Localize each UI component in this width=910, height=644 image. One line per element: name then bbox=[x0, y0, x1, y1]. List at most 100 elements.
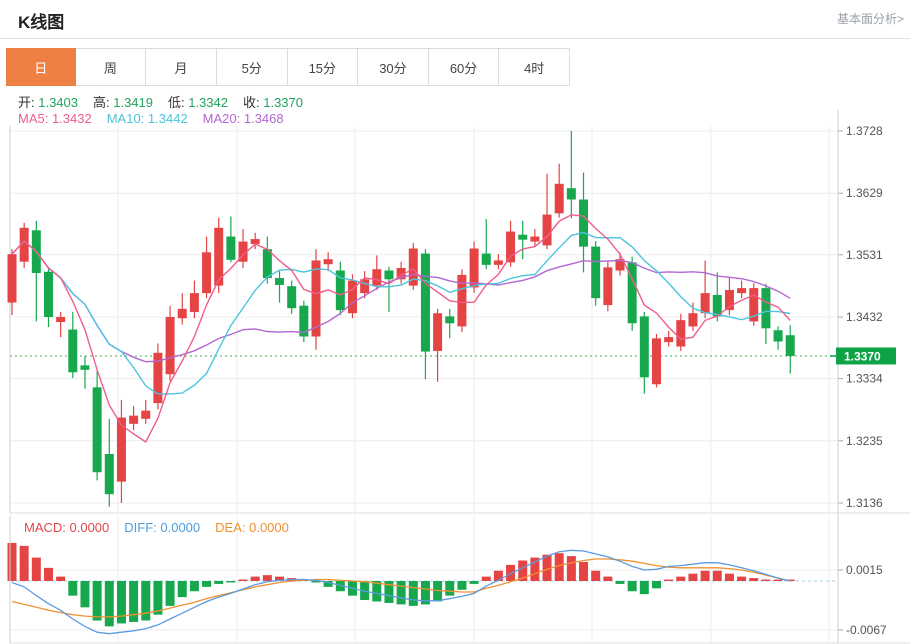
ma10-line bbox=[11, 231, 791, 395]
macd-histogram-bar bbox=[153, 581, 163, 615]
macd-histogram-bar bbox=[31, 557, 41, 581]
macd-chart[interactable]: 0.0015 -0.0067 bbox=[0, 516, 910, 644]
macd-histogram-bar bbox=[92, 581, 102, 621]
kline-chart[interactable]: 1.3728 1.3629 1.3531 1.3432 1.3334 1.3235 1.31… bbox=[0, 0, 910, 516]
tab-月[interactable]: 月 bbox=[146, 49, 217, 85]
macd-histogram-bar bbox=[773, 579, 783, 581]
candle-body bbox=[116, 417, 126, 482]
tab-60分[interactable]: 60分 bbox=[428, 49, 500, 85]
candle-body bbox=[664, 337, 674, 343]
macd-histogram-bar bbox=[238, 579, 248, 581]
macd-histogram-bar bbox=[80, 581, 90, 608]
macd-tick-label: -0.0067 bbox=[846, 623, 887, 637]
tab-5分[interactable]: 5分 bbox=[216, 49, 288, 85]
macd-histogram-bar bbox=[372, 581, 382, 602]
page-title: K线图 bbox=[18, 13, 65, 32]
price-tick-label: 1.3136 bbox=[846, 496, 883, 510]
macd-histogram-bar bbox=[43, 567, 53, 581]
candle-body bbox=[372, 269, 382, 286]
macd-histogram-bar bbox=[189, 581, 199, 592]
candle-body bbox=[153, 352, 163, 404]
macd-histogram-bar bbox=[129, 581, 139, 622]
candle-body bbox=[651, 338, 661, 385]
candle-body bbox=[56, 317, 66, 323]
macd-histogram-bar bbox=[615, 581, 625, 584]
candle-body bbox=[311, 260, 321, 337]
macd-histogram-bar bbox=[214, 581, 224, 584]
macd-histogram-bar bbox=[651, 581, 661, 589]
candle-body bbox=[214, 227, 224, 286]
macd-histogram-bar bbox=[493, 570, 503, 581]
tab-周[interactable]: 周 bbox=[75, 49, 147, 85]
macd-histogram-bar bbox=[554, 553, 564, 581]
macd-histogram-bar bbox=[639, 581, 649, 595]
tab-30分[interactable]: 30分 bbox=[358, 49, 429, 85]
macd-histogram-bar bbox=[518, 560, 528, 581]
period-tabs: 日周月 5分 15分 30分 60分 4时 bbox=[6, 48, 570, 86]
candle-body bbox=[676, 320, 686, 347]
macd-histogram-bar bbox=[226, 581, 236, 583]
macd-histogram-bar bbox=[712, 570, 722, 581]
ohlc-item: 开: 1.3403 bbox=[18, 95, 78, 110]
macd-histogram-bar bbox=[603, 576, 613, 581]
macd-item: MACD: 0.0000 bbox=[24, 520, 110, 535]
candle-body bbox=[347, 280, 357, 314]
candle-body bbox=[323, 259, 333, 265]
candle-body bbox=[43, 271, 53, 317]
macd-histogram-bar bbox=[116, 581, 126, 624]
macd-histogram-bar bbox=[785, 579, 795, 581]
ohlc-legend: 开: 1.3403 高: 1.3419 低: 1.3342 收: 1.3370 bbox=[18, 92, 318, 111]
candle-body bbox=[615, 259, 625, 271]
macd-histogram-bar bbox=[56, 576, 66, 581]
candle-body bbox=[530, 236, 540, 242]
macd-histogram-bar bbox=[579, 561, 589, 581]
candle-body bbox=[493, 260, 503, 265]
macd-histogram-bar bbox=[141, 581, 151, 621]
candle-body bbox=[299, 305, 309, 337]
candle-body bbox=[68, 329, 78, 373]
macd-histogram-bar bbox=[700, 570, 710, 581]
candle-body bbox=[19, 227, 29, 262]
macd-histogram-bar bbox=[688, 573, 698, 581]
macd-item: DIFF: 0.0000 bbox=[124, 520, 201, 535]
macd-histogram-bar bbox=[202, 581, 212, 587]
candle-body bbox=[141, 410, 151, 419]
macd-item: DEA: 0.0000 bbox=[215, 520, 289, 535]
candle-body bbox=[408, 248, 418, 286]
ohlc-item: 收: 1.3370 bbox=[243, 95, 303, 110]
price-tick-label: 1.3432 bbox=[846, 310, 883, 324]
macd-histogram-bar bbox=[68, 581, 78, 596]
candle-body bbox=[275, 278, 285, 285]
candle-body bbox=[226, 236, 236, 260]
candle-body bbox=[189, 293, 199, 312]
macd-histogram-bar bbox=[311, 581, 321, 583]
macd-histogram-bar bbox=[481, 576, 491, 581]
macd-histogram-bar bbox=[676, 576, 686, 581]
macd-histogram-bar bbox=[506, 564, 516, 581]
candle-body bbox=[445, 316, 455, 324]
macd-histogram-bar bbox=[250, 576, 260, 581]
tab-日[interactable]: 日 bbox=[6, 48, 76, 86]
macd-histogram-bar bbox=[408, 581, 418, 606]
price-tick-label: 1.3629 bbox=[846, 186, 883, 200]
candle-body bbox=[724, 289, 734, 311]
ma-item: MA20: 1.3468 bbox=[202, 111, 284, 126]
macd-histogram-bar bbox=[664, 579, 674, 581]
candle-body bbox=[177, 308, 187, 319]
ma5-line bbox=[11, 214, 791, 444]
candle-body bbox=[506, 231, 516, 263]
macd-histogram-bar bbox=[542, 554, 552, 581]
candle-body bbox=[262, 249, 272, 279]
candle-body bbox=[335, 270, 345, 311]
macd-histogram-bar bbox=[469, 581, 479, 584]
ohlc-item: 低: 1.3342 bbox=[168, 95, 228, 110]
macd-histogram-bar bbox=[335, 581, 345, 592]
tab-4时[interactable]: 4时 bbox=[499, 49, 569, 85]
macd-histogram-bar bbox=[457, 581, 467, 590]
price-tick-label: 1.3728 bbox=[846, 124, 883, 138]
tab-15分[interactable]: 15分 bbox=[287, 49, 359, 85]
candle-body bbox=[469, 248, 479, 288]
fundamental-analysis-link[interactable]: 基本面分析> bbox=[836, 12, 904, 26]
ma-legend: MA5: 1.3432 MA10: 1.3442 MA20: 1.3468 bbox=[18, 111, 299, 126]
